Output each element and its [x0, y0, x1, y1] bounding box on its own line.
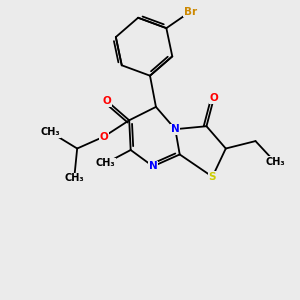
Text: O: O: [100, 132, 108, 142]
Text: CH₃: CH₃: [96, 158, 115, 168]
Text: O: O: [103, 96, 111, 106]
Text: Br: Br: [184, 7, 197, 17]
Text: S: S: [209, 172, 216, 182]
Text: CH₃: CH₃: [40, 127, 60, 137]
Text: CH₃: CH₃: [265, 157, 285, 167]
Text: N: N: [171, 124, 180, 134]
Text: O: O: [209, 93, 218, 103]
Text: CH₃: CH₃: [64, 173, 84, 183]
Text: N: N: [148, 161, 157, 171]
